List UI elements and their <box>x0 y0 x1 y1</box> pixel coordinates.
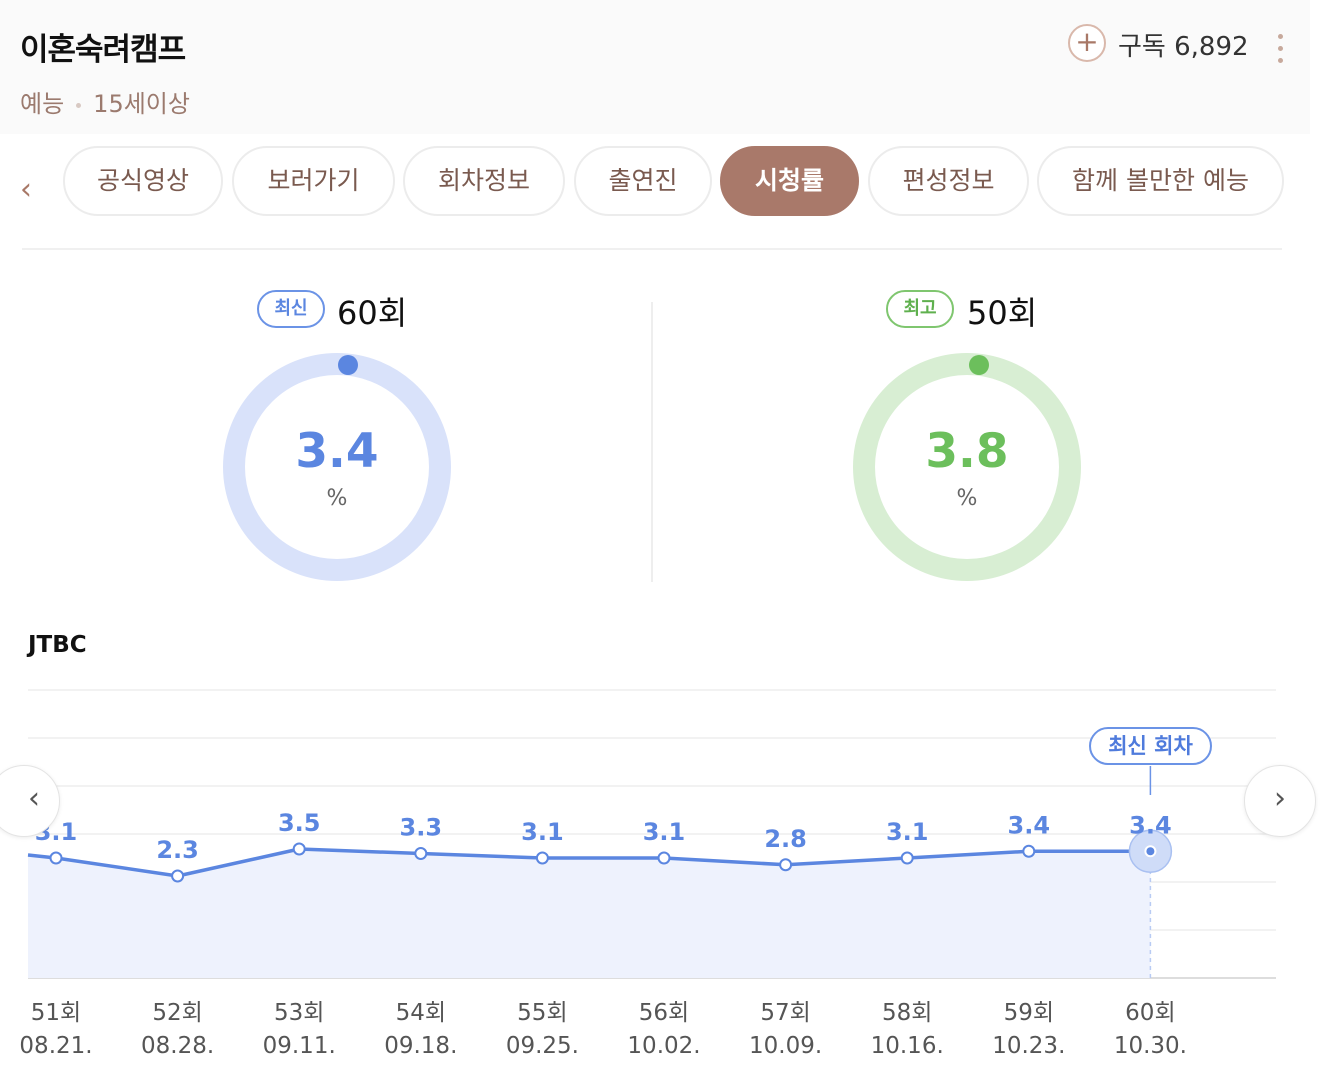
section-divider <box>22 248 1282 250</box>
tab-official-video[interactable]: 공식영상 <box>63 146 223 216</box>
program-meta: 예능 15세이상 <box>20 84 190 119</box>
x-tick-episode: 59회 <box>1004 1000 1054 1026</box>
tab-prev-icon[interactable]: ‹ <box>20 172 32 207</box>
data-point <box>1144 845 1157 858</box>
data-point <box>657 851 671 865</box>
x-tick-date: 10.30. <box>1114 1033 1187 1059</box>
latest-episode-tag: 최신 회차 <box>1089 727 1212 765</box>
x-tick-episode: 55회 <box>517 1000 567 1026</box>
latest-rating-value: 3.4 <box>295 424 379 479</box>
tab-watch[interactable]: 보러가기 <box>232 146 395 216</box>
data-label: 3.3 <box>400 814 443 842</box>
x-tick-date: 10.23. <box>992 1033 1065 1059</box>
latest-episode: 60회 <box>337 294 408 332</box>
separator-dot <box>76 102 82 108</box>
x-tick-episode: 52회 <box>152 1000 202 1026</box>
latest-badge: 최신 <box>257 290 325 328</box>
best-episode: 50회 <box>967 294 1038 332</box>
more-options-icon[interactable] <box>1270 34 1290 70</box>
x-tick-date: 09.25. <box>506 1033 579 1059</box>
x-tick-date: 08.28. <box>141 1033 214 1059</box>
x-tick-episode: 60회 <box>1125 1000 1175 1026</box>
data-label: 2.8 <box>764 825 807 853</box>
best-rating-value: 3.8 <box>925 424 1009 479</box>
x-tick-date: 10.09. <box>749 1033 822 1059</box>
x-tick-date: 10.16. <box>871 1033 944 1059</box>
vertical-divider <box>651 302 653 582</box>
data-label: 3.5 <box>278 809 321 837</box>
x-tick-episode: 54회 <box>396 1000 446 1026</box>
program-header: 이혼숙려캠프 예능 15세이상 + 구독 6,892 <box>0 0 1310 134</box>
chart-next-button[interactable]: › <box>1244 765 1316 837</box>
data-point <box>49 851 63 865</box>
x-tick-episode: 57회 <box>760 1000 810 1026</box>
data-label: 3.1 <box>643 818 686 846</box>
data-label: 2.3 <box>156 836 199 864</box>
tab-episodes[interactable]: 회차정보 <box>403 146 565 216</box>
data-label: 3.1 <box>886 818 929 846</box>
x-tick-episode: 56회 <box>639 1000 689 1026</box>
data-label: 3.4 <box>1008 811 1051 839</box>
data-point <box>535 851 549 865</box>
broadcaster-label: JTBC <box>28 632 87 658</box>
x-tick-date: 10.02. <box>627 1033 700 1059</box>
tab-ratings[interactable]: 시청률 <box>720 146 859 216</box>
x-tick-date: 09.11. <box>263 1033 336 1059</box>
data-point <box>779 858 793 872</box>
subscribe-count[interactable]: 구독 6,892 <box>1118 32 1249 62</box>
best-badge: 최고 <box>886 290 954 328</box>
best-rating-ring <box>853 353 1081 581</box>
tab-schedule[interactable]: 편성정보 <box>868 146 1029 216</box>
data-point <box>292 842 306 856</box>
program-title: 이혼숙려캠프 <box>20 32 186 68</box>
latest-rating-ring <box>223 353 451 581</box>
data-point <box>900 851 914 865</box>
subscribe-plus-icon[interactable]: + <box>1068 24 1106 62</box>
genre-label: 예능 <box>20 90 65 118</box>
series-area <box>28 849 1151 978</box>
age-rating-label: 15세이상 <box>93 90 190 118</box>
chart-prev-button[interactable]: ‹ <box>0 765 60 837</box>
data-point <box>414 847 428 860</box>
x-tick-date: 08.21. <box>19 1033 92 1059</box>
best-ring-marker <box>969 355 989 375</box>
x-tick-episode: 51회 <box>31 1000 81 1026</box>
data-point <box>171 869 185 883</box>
latest-ring-marker <box>338 355 358 375</box>
tab-related-shows[interactable]: 함께 볼만한 예능 <box>1037 146 1284 216</box>
data-point <box>1022 844 1036 858</box>
data-label: 3.4 <box>1129 811 1172 839</box>
latest-rating-unit: % <box>326 486 348 511</box>
tab-cast[interactable]: 출연진 <box>574 146 712 216</box>
x-tick-date: 09.18. <box>384 1033 457 1059</box>
best-rating-unit: % <box>956 486 978 511</box>
x-tick-episode: 53회 <box>274 1000 324 1026</box>
x-tick-episode: 58회 <box>882 1000 932 1026</box>
data-label: 3.1 <box>521 818 564 846</box>
